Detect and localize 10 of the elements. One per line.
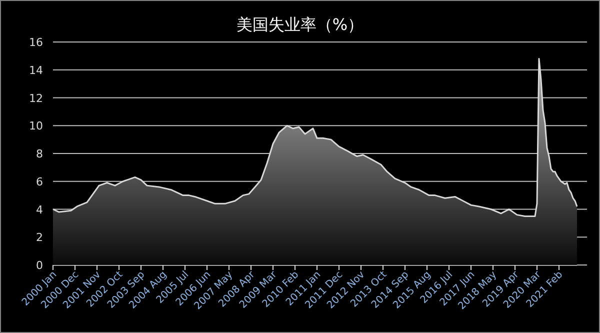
y-tick-label: 8 [36,148,43,160]
y-tick-label: 10 [29,120,43,133]
y-tick-label: 12 [29,92,43,105]
y-tick-label: 2 [36,231,43,244]
title: 美国失业率（%） [236,15,364,34]
y-tick-label: 6 [36,175,43,188]
y-tick-label: 16 [29,36,43,49]
y-tick-label: 0 [36,259,43,272]
y-tick-label: 14 [29,64,43,77]
y-tick-label: 4 [36,203,43,216]
